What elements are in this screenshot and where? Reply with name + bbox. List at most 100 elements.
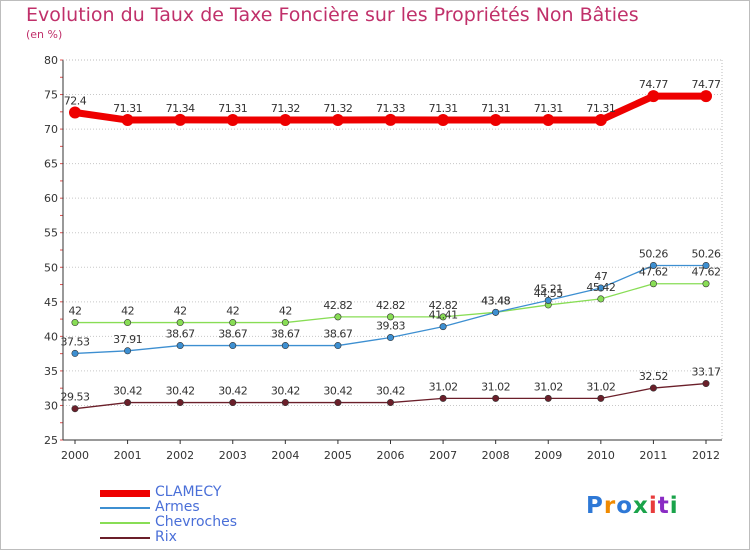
data-label: 71.31 (429, 102, 458, 115)
x-tick-label: 2009 (534, 449, 562, 462)
data-label: 71.31 (481, 102, 510, 115)
data-point (702, 261, 710, 269)
y-tick-label: 55 (44, 227, 58, 240)
data-point (71, 405, 79, 413)
data-point (334, 313, 342, 321)
data-point (386, 399, 394, 407)
data-label: 42 (174, 305, 187, 318)
x-tick-label: 2004 (271, 449, 299, 462)
data-point (229, 399, 237, 407)
legend-swatch (100, 489, 150, 497)
legend-label: Chevroches (155, 514, 238, 530)
data-point (439, 313, 447, 321)
logo-letter: o (616, 493, 634, 519)
data-point (384, 113, 397, 126)
data-label: 71.31 (534, 102, 563, 115)
data-point (439, 323, 447, 331)
legend-label: Rix (155, 529, 177, 545)
data-point (331, 113, 344, 126)
data-point (174, 113, 187, 126)
data-point (437, 114, 450, 127)
data-label: 71.34 (166, 102, 195, 115)
data-point (386, 334, 394, 342)
y-tick-label: 25 (44, 434, 58, 447)
logo-letter: P (586, 493, 604, 519)
data-label: 50.26 (692, 247, 721, 260)
x-tick-label: 2002 (166, 449, 194, 462)
data-label: 47 (594, 270, 607, 283)
logo-letter: r (603, 493, 617, 519)
data-label: 47.62 (639, 266, 668, 279)
data-point (597, 394, 605, 402)
logo-letter: i (669, 493, 679, 519)
data-point (281, 399, 289, 407)
data-point (71, 319, 79, 327)
data-point (700, 90, 712, 103)
data-point (334, 342, 342, 350)
x-tick-label: 2000 (61, 449, 89, 462)
data-label: 43.48 (481, 294, 510, 307)
data-label: 29.53 (61, 391, 90, 404)
data-label: 42 (226, 305, 239, 318)
y-tick-label: 35 (44, 365, 58, 378)
data-label: 47.62 (692, 266, 721, 279)
x-tick-label: 2006 (377, 449, 405, 462)
data-point (226, 114, 239, 127)
data-label: 30.42 (113, 385, 142, 398)
data-point (334, 399, 342, 407)
x-tick-label: 2007 (429, 449, 457, 462)
data-label: 43.48 (481, 294, 510, 307)
data-point (71, 349, 79, 357)
data-label: 30.42 (323, 385, 352, 398)
data-point (702, 380, 710, 388)
data-point (229, 319, 237, 327)
legend-swatch (100, 537, 150, 539)
data-label: 74.77 (639, 78, 668, 91)
y-tick-label: 80 (44, 54, 58, 67)
data-point (386, 313, 394, 321)
data-point (492, 394, 500, 402)
y-tick-label: 45 (44, 296, 58, 309)
data-label: 31.02 (534, 380, 563, 393)
data-label: 33.17 (692, 366, 721, 379)
data-label: 38.67 (323, 328, 352, 341)
data-label: 30.42 (271, 385, 300, 398)
data-point (69, 106, 81, 119)
data-point (647, 90, 660, 103)
data-label: 71.32 (271, 102, 300, 115)
y-tick-label: 75 (44, 89, 58, 102)
chart-title: Evolution du Taux de Taxe Foncière sur l… (26, 4, 639, 26)
data-label: 71.31 (586, 102, 615, 115)
data-point (124, 399, 132, 407)
logo-letter: i (648, 493, 658, 519)
data-point (176, 342, 184, 350)
data-point (702, 280, 710, 288)
data-point (279, 113, 292, 126)
x-tick-label: 2008 (482, 449, 510, 462)
x-tick-label: 2011 (639, 449, 667, 462)
data-label: 38.67 (271, 328, 300, 341)
x-tick-label: 2010 (587, 449, 615, 462)
data-label: 30.42 (218, 385, 247, 398)
y-tick-label: 50 (44, 261, 58, 274)
data-label: 42.82 (323, 299, 352, 312)
y-tick-label: 65 (44, 158, 58, 171)
legend-label: Armes (155, 499, 200, 515)
data-label: 71.32 (323, 102, 352, 115)
data-point (121, 114, 134, 127)
data-label: 38.67 (166, 328, 195, 341)
data-point (649, 280, 657, 288)
data-label: 74.77 (692, 78, 721, 91)
data-point (597, 284, 605, 292)
data-point (124, 347, 132, 355)
data-point (124, 319, 132, 327)
data-label: 42 (69, 305, 82, 318)
data-label: 45.21 (534, 282, 563, 295)
data-label: 42 (121, 305, 134, 318)
data-point (649, 261, 657, 269)
data-point (281, 319, 289, 327)
y-tick-label: 30 (44, 399, 58, 412)
data-label: 37.53 (61, 335, 90, 348)
data-point (597, 295, 605, 303)
